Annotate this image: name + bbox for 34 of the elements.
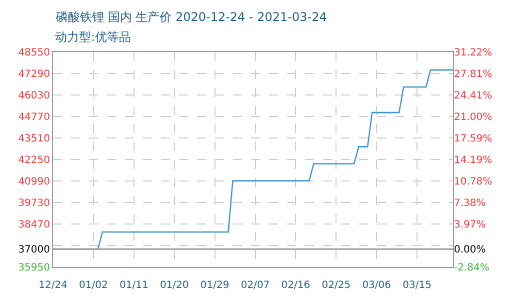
y2-tick-label: 21.00% bbox=[454, 112, 492, 124]
y-tick-label: 42250 bbox=[18, 155, 50, 166]
y2-tick-label: 0.00% bbox=[454, 244, 486, 256]
y2-tick-label: 14.19% bbox=[454, 155, 492, 166]
y-tick-label: 35950 bbox=[18, 262, 50, 274]
y2-tick-label: 31.22% bbox=[454, 48, 492, 58]
y-tick-label: 48550 bbox=[18, 48, 50, 58]
x-tick-label: 01/29 bbox=[200, 280, 230, 291]
y-tick-label: 38470 bbox=[18, 220, 50, 230]
y-tick-label: 47290 bbox=[18, 69, 50, 80]
x-tick-label: 01/20 bbox=[160, 280, 189, 291]
y2-tick-label: 24.41% bbox=[454, 90, 492, 102]
x-tick-label: 03/15 bbox=[402, 280, 432, 291]
y2-tick-label: 17.59% bbox=[454, 134, 492, 145]
y-tick-label: 43510 bbox=[18, 134, 50, 144]
chart-subtitle: 动力型:优等品 bbox=[55, 30, 132, 44]
x-tick-label: 02/16 bbox=[281, 280, 310, 291]
x-tick-label: 01/02 bbox=[79, 280, 108, 291]
y2-tick-label: 3.97% bbox=[454, 220, 486, 231]
chart-title: 磷酸铁锂 国内 生产价 2020-12-24 - 2021-03-24 bbox=[55, 10, 327, 24]
y2-tick-label: 27.81% bbox=[454, 69, 492, 80]
y-tick-label: 46030 bbox=[18, 90, 50, 102]
y-tick-label: 37000 bbox=[18, 244, 50, 256]
x-tick-label: 12/24 bbox=[38, 280, 68, 291]
y2-tick-label: -2.84% bbox=[454, 262, 490, 274]
x-tick-label: 01/11 bbox=[119, 280, 148, 291]
y-tick-label: 44770 bbox=[18, 112, 50, 123]
x-tick-label: 02/25 bbox=[322, 280, 351, 291]
y-tick-label: 39730 bbox=[18, 198, 50, 209]
y2-tick-label: 7.38% bbox=[454, 198, 486, 209]
y2-tick-label: 10.78% bbox=[454, 176, 492, 188]
x-tick-label: 02/07 bbox=[240, 280, 270, 291]
x-tick-label: 03/06 bbox=[362, 280, 392, 291]
y-tick-label: 40990 bbox=[18, 176, 50, 188]
